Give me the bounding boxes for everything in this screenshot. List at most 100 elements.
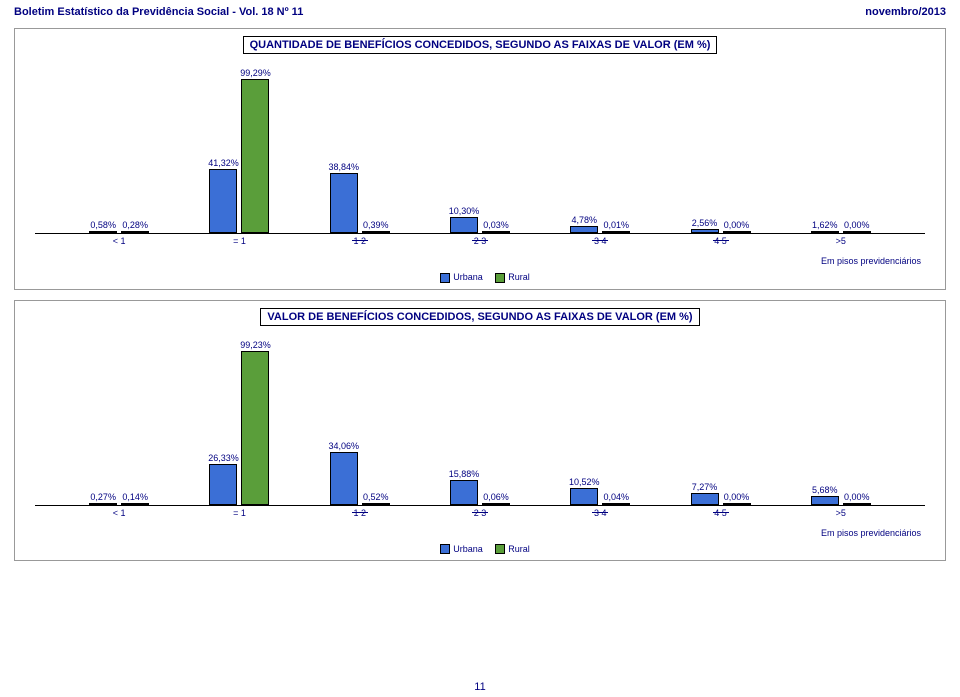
bar-rural: 0,00%: [723, 503, 751, 505]
bar-group: 26,33%99,23%: [209, 351, 269, 505]
bar-rural: 0,04%: [602, 503, 630, 505]
chart-2-legend: Urbana Rural: [15, 542, 945, 561]
bar-urbana-label: 10,52%: [569, 477, 600, 489]
bar-urbana: 10,52%: [570, 488, 598, 504]
x-tick-label: 3 4: [594, 236, 607, 246]
x-tick-label: < 1: [113, 508, 126, 518]
bar-group: 5,68% 0,00%: [811, 496, 871, 505]
legend-urbana-label: Urbana: [453, 544, 483, 554]
bar-rural-label: 0,04%: [604, 492, 630, 504]
bar-rural-label: 0,00%: [844, 492, 870, 504]
chart-2-xaxis: < 1= 11 22 33 44 5>5: [35, 506, 925, 524]
bar-rural: 0,00%: [843, 231, 871, 233]
bar-rural: 0,39%: [362, 231, 390, 233]
chart-1-plot: 0,58%0,28%41,32%99,29%38,84%0,39%10,30%0…: [35, 62, 925, 252]
x-tick-label: 1 2: [353, 508, 366, 518]
bar-urbana: 5,68%: [811, 496, 839, 505]
x-tick-connector: [592, 512, 608, 513]
x-tick-label: = 1: [233, 508, 246, 518]
chart-1-bars: 0,58%0,28%41,32%99,29%38,84%0,39%10,30%0…: [35, 74, 925, 234]
bar-group: 4,78%0,01%: [570, 226, 630, 233]
x-tick-connector: [352, 512, 368, 513]
bar-rural-label: 0,39%: [363, 220, 389, 232]
legend-rural-swatch: [495, 544, 505, 554]
header-right: novembro/2013: [865, 6, 946, 18]
chart-1-panel: QUANTIDADE DE BENEFÍCIOS CONCEDIDOS, SEG…: [14, 28, 946, 290]
bar-urbana-label: 10,30%: [449, 206, 480, 218]
bar-urbana-label: 5,68%: [812, 485, 838, 497]
bar-rural: 0,52%: [362, 503, 390, 505]
bar-rural-label: 0,06%: [483, 492, 509, 504]
bar-rural-label: 0,01%: [604, 220, 630, 232]
bar-group: 10,30% 0,03%: [450, 217, 510, 233]
x-tick-label: 3 4: [594, 508, 607, 518]
x-tick-connector: [713, 512, 729, 513]
chart-2-plot: 0,27%0,14%26,33%99,23%34,06%0,52%15,88%0…: [35, 334, 925, 524]
bar-rural-label: 0,00%: [724, 492, 750, 504]
bar-group: 10,52% 0,04%: [570, 488, 630, 504]
bar-urbana: 0,27%: [89, 503, 117, 505]
bar-urbana-label: 0,58%: [90, 220, 116, 232]
x-tick-label: 4 5: [714, 236, 727, 246]
chart-1-footnote: Em pisos previdenciários: [15, 252, 945, 270]
bar-urbana-label: 26,33%: [208, 453, 239, 465]
bar-rural: 0,01%: [602, 231, 630, 233]
chart-1-legend: Urbana Rural: [15, 270, 945, 289]
bar-rural: 99,23%: [241, 351, 269, 505]
bar-urbana: 10,30%: [450, 217, 478, 233]
bar-group: 38,84% 0,39%: [330, 173, 390, 233]
bar-urbana: 7,27%: [691, 493, 719, 504]
bar-urbana: 34,06%: [330, 452, 358, 505]
chart-2-footnote: Em pisos previdenciários: [15, 524, 945, 542]
x-tick-connector: [352, 240, 368, 241]
bar-group: 15,88% 0,06%: [450, 480, 510, 505]
bar-rural-label: 99,29%: [240, 68, 271, 80]
bar-group: 7,27% 0,00%: [691, 493, 751, 504]
x-tick-label: 1 2: [353, 236, 366, 246]
bar-urbana-label: 4,78%: [572, 215, 598, 227]
bar-urbana-label: 7,27%: [692, 482, 718, 494]
chart-1-title: QUANTIDADE DE BENEFÍCIOS CONCEDIDOS, SEG…: [243, 36, 718, 54]
bar-rural-label: 0,03%: [483, 220, 509, 232]
x-tick-label: 2 3: [474, 508, 487, 518]
chart-1-title-wrap: QUANTIDADE DE BENEFÍCIOS CONCEDIDOS, SEG…: [15, 29, 945, 58]
bar-rural: 0,28%: [121, 231, 149, 233]
bar-urbana: 26,33%: [209, 464, 237, 505]
bar-group: 0,58%0,28%: [89, 231, 149, 233]
bar-rural: 0,00%: [843, 503, 871, 505]
bar-urbana: 15,88%: [450, 480, 478, 505]
bar-rural-label: 0,14%: [122, 492, 148, 504]
bar-rural: 0,00%: [723, 231, 751, 233]
bar-urbana-label: 38,84%: [328, 162, 359, 174]
bar-rural: 0,06%: [482, 503, 510, 505]
chart-2-title: VALOR DE BENEFÍCIOS CONCEDIDOS, SEGUNDO …: [260, 308, 699, 326]
bar-urbana-label: 0,27%: [90, 492, 116, 504]
bar-urbana-label: 41,32%: [208, 158, 239, 170]
chart-1-xaxis: < 1= 11 22 33 44 5>5: [35, 234, 925, 252]
bar-urbana-label: 34,06%: [328, 441, 359, 453]
x-tick-connector: [713, 240, 729, 241]
bar-rural: 99,29%: [241, 79, 269, 233]
x-tick-label: = 1: [233, 236, 246, 246]
legend-rural-swatch: [495, 273, 505, 283]
x-tick-label: 2 3: [474, 236, 487, 246]
bar-rural-label: 99,23%: [240, 340, 271, 352]
bar-group: 2,56% 0,00%: [691, 229, 751, 233]
bar-urbana: 38,84%: [330, 173, 358, 233]
bar-group: 1,62% 0,00%: [811, 231, 871, 234]
chart-2-bars: 0,27% 0,14% 26,33%99,23% 34,06% 0,52% 15,88% 0…: [35, 346, 925, 506]
chart-2-title-wrap: VALOR DE BENEFÍCIOS CONCEDIDOS, SEGUNDO …: [15, 301, 945, 330]
header-left: Boletim Estatístico da Previdência Socia…: [14, 6, 303, 18]
bar-urbana: 2,56%: [691, 229, 719, 233]
legend-urbana-label: Urbana: [453, 272, 483, 282]
x-tick-connector: [472, 240, 488, 241]
bar-group: 41,32%99,29%: [209, 79, 269, 233]
bar-rural: 0,14%: [121, 503, 149, 505]
x-tick-label: 4 5: [714, 508, 727, 518]
legend-rural-label: Rural: [508, 272, 530, 282]
bar-group: 0,27% 0,14%: [89, 503, 149, 505]
legend-urbana-swatch: [440, 544, 450, 554]
bar-urbana-label: 1,62%: [812, 220, 838, 232]
bar-urbana-label: 2,56%: [692, 218, 718, 230]
bar-urbana: 1,62%: [811, 231, 839, 234]
